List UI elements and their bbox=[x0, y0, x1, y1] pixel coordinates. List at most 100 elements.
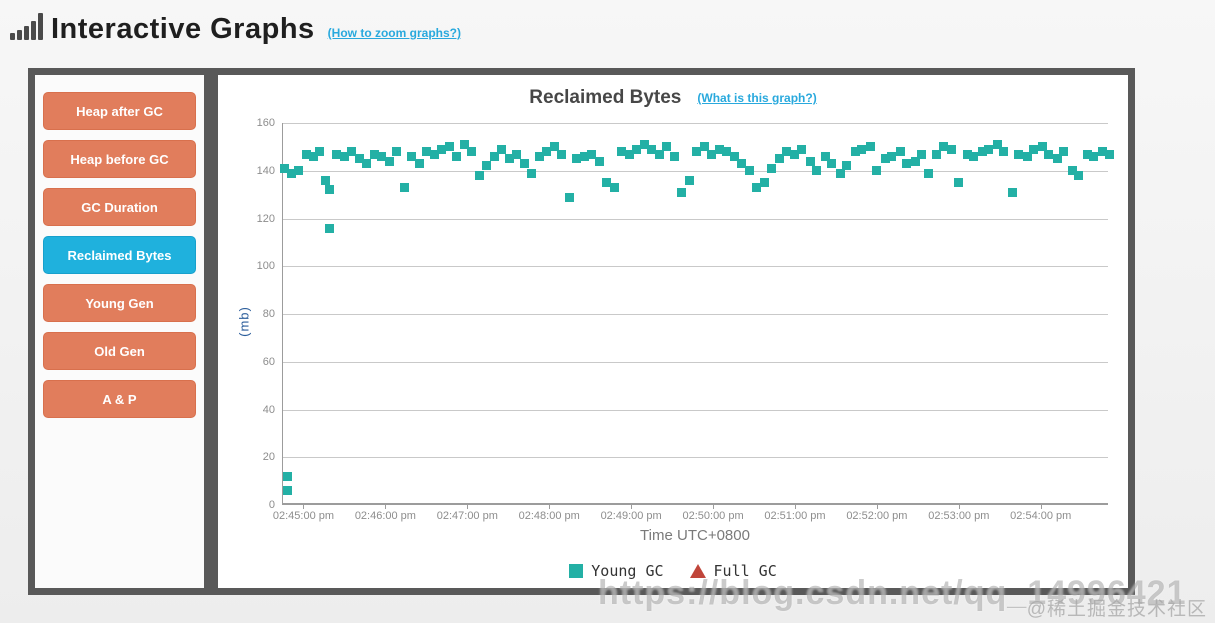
data-point bbox=[376, 151, 386, 161]
y-tick-label: 60 bbox=[262, 355, 275, 368]
data-point bbox=[587, 149, 597, 159]
legend-entry-full-gc: Full GC bbox=[689, 562, 777, 580]
data-point bbox=[722, 147, 732, 157]
data-point bbox=[526, 168, 536, 178]
y-tick-label: 160 bbox=[256, 117, 275, 129]
data-point bbox=[662, 142, 672, 152]
data-point bbox=[565, 192, 575, 202]
data-point bbox=[947, 144, 957, 154]
data-point bbox=[730, 151, 740, 161]
data-point bbox=[1007, 187, 1017, 197]
legend-label: Young GC bbox=[591, 562, 664, 580]
gridline-y-100 bbox=[283, 266, 1108, 268]
x-tick-label: 02:47:00 pm bbox=[436, 510, 498, 522]
data-point bbox=[550, 142, 560, 152]
data-point bbox=[391, 147, 401, 157]
x-tick-label: 02:54:00 pm bbox=[1010, 510, 1072, 522]
data-point bbox=[1014, 149, 1024, 159]
data-point bbox=[1022, 151, 1032, 161]
data-point bbox=[827, 159, 837, 169]
sidebar-item-heap-before-gc[interactable]: Heap before GC bbox=[43, 140, 196, 178]
data-point bbox=[535, 151, 545, 161]
data-point bbox=[320, 175, 330, 185]
sidebar-item-old-gen[interactable]: Old Gen bbox=[43, 332, 196, 370]
data-point bbox=[902, 159, 912, 169]
chart-title: Reclaimed Bytes bbox=[529, 87, 682, 108]
data-point bbox=[677, 187, 687, 197]
data-point bbox=[511, 149, 521, 159]
data-point bbox=[301, 149, 311, 159]
x-tick-label: 02:50:00 pm bbox=[682, 510, 744, 522]
how-to-zoom-link[interactable]: (How to zoom graphs?) bbox=[327, 26, 461, 40]
data-point bbox=[954, 178, 964, 188]
data-point bbox=[767, 163, 777, 173]
y-tick-label: 140 bbox=[256, 164, 275, 177]
data-point bbox=[421, 147, 431, 157]
data-point bbox=[1037, 142, 1047, 152]
x-tick bbox=[303, 503, 305, 509]
data-point bbox=[1089, 151, 1099, 161]
data-point bbox=[1052, 154, 1062, 164]
x-tick bbox=[549, 503, 551, 509]
y-axis-title: (mb) bbox=[236, 306, 252, 337]
data-point bbox=[647, 144, 657, 154]
data-point bbox=[293, 166, 303, 176]
x-tick-label: 02:46:00 pm bbox=[354, 510, 416, 522]
data-point bbox=[805, 156, 815, 166]
data-point bbox=[932, 149, 942, 159]
x-axis-title: Time UTC+0800 bbox=[640, 527, 750, 544]
x-tick-label: 02:49:00 pm bbox=[600, 510, 662, 522]
x-tick bbox=[876, 503, 878, 509]
data-point bbox=[542, 147, 551, 157]
data-point bbox=[745, 166, 755, 176]
data-point bbox=[939, 142, 949, 152]
data-point bbox=[445, 142, 455, 152]
plot-area[interactable]: 0 20 40 60 80 100 120 140 160 02:45:00 pm 02:46:00… bbox=[257, 117, 1114, 522]
data-point bbox=[331, 149, 341, 159]
data-point bbox=[1074, 171, 1084, 181]
legend-entry-young-gc: Young GC bbox=[569, 562, 664, 580]
data-point bbox=[572, 154, 582, 164]
data-point bbox=[895, 147, 905, 157]
data-point bbox=[685, 175, 695, 185]
y-tick-label: 80 bbox=[262, 308, 275, 320]
watermark-url: https://blog.csdn.net/qq_14996421 bbox=[598, 574, 1187, 612]
gridline-y-160 bbox=[283, 123, 1108, 124]
data-point bbox=[361, 159, 371, 169]
sidebar-item-young-gen[interactable]: Young Gen bbox=[43, 284, 196, 322]
data-point bbox=[1097, 147, 1107, 157]
sidebar-item-a-p[interactable]: A & P bbox=[43, 380, 196, 418]
data-point bbox=[436, 144, 446, 154]
data-point bbox=[715, 144, 725, 154]
sidebar-item-reclaimed-bytes[interactable]: Reclaimed Bytes bbox=[43, 236, 196, 274]
what-is-this-graph-link[interactable]: (What is this graph?) bbox=[697, 91, 817, 105]
data-point bbox=[850, 147, 860, 157]
data-point bbox=[451, 151, 461, 161]
x-tick bbox=[794, 503, 796, 509]
data-point bbox=[490, 151, 500, 161]
data-point bbox=[999, 147, 1009, 157]
data-point bbox=[282, 471, 292, 481]
x-tick-label: 02:51:00 pm bbox=[764, 510, 826, 522]
data-point bbox=[969, 151, 979, 161]
data-point bbox=[595, 156, 605, 166]
data-point bbox=[557, 149, 567, 159]
data-point bbox=[692, 147, 702, 157]
data-point bbox=[279, 163, 289, 173]
data-point bbox=[617, 147, 627, 157]
sidebar-item-gc-duration[interactable]: GC Duration bbox=[43, 188, 196, 226]
chart-header: Reclaimed Bytes (What is this graph?) bbox=[218, 87, 1128, 109]
young-gc-square-icon bbox=[569, 564, 584, 578]
data-point bbox=[1059, 147, 1069, 157]
data-point bbox=[580, 151, 590, 161]
data-point bbox=[670, 151, 680, 161]
gridline-y-80 bbox=[283, 314, 1108, 315]
sidebar-item-heap-after-gc[interactable]: Heap after GC bbox=[43, 92, 196, 130]
x-tick bbox=[1040, 503, 1042, 509]
data-point bbox=[917, 149, 927, 159]
data-point bbox=[872, 166, 882, 176]
x-tick-label: 02:48:00 pm bbox=[518, 510, 580, 522]
data-point bbox=[1044, 149, 1054, 159]
gridline-y-40 bbox=[283, 409, 1108, 411]
data-point bbox=[984, 144, 994, 154]
